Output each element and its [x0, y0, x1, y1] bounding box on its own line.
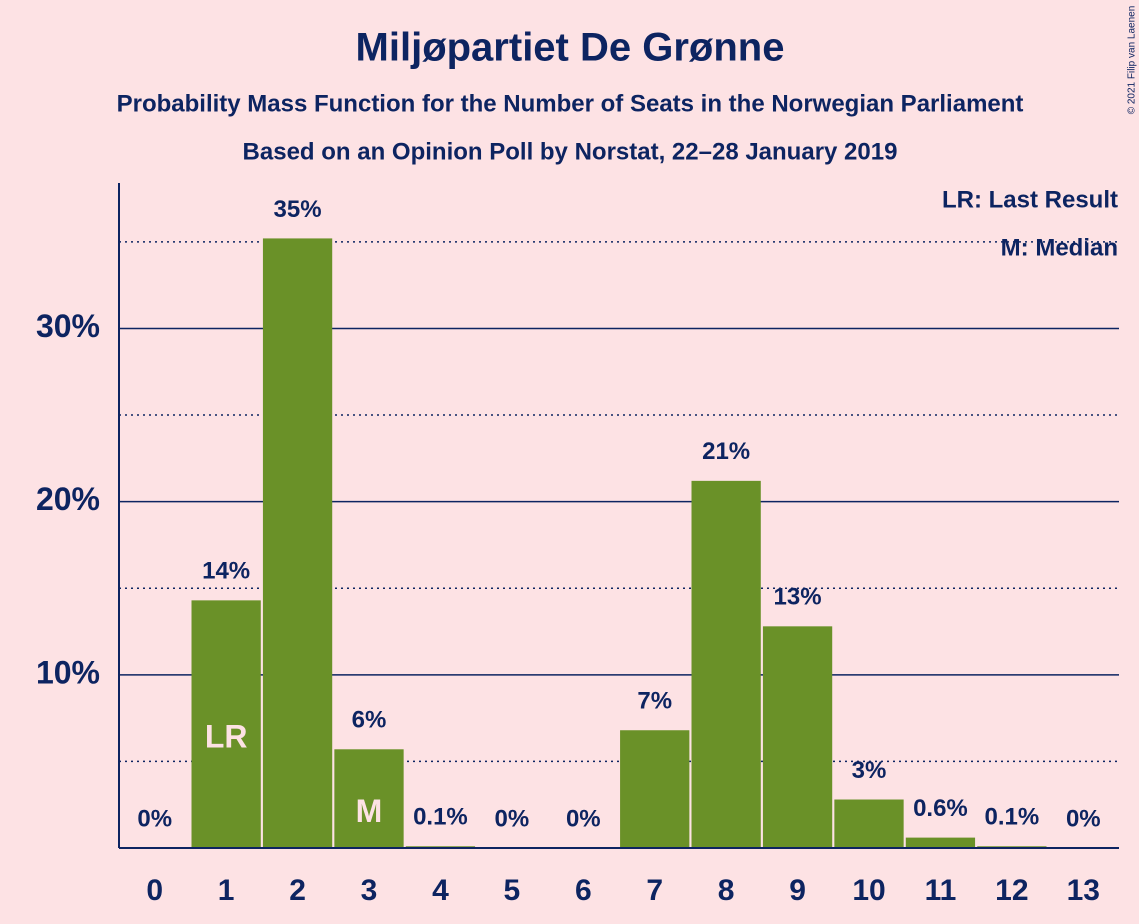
x-tick-label: 1 — [218, 874, 235, 907]
value-label: 0.1% — [413, 804, 468, 831]
y-tick-label: 30% — [36, 308, 100, 344]
chart-subtitle: Based on an Opinion Poll by Norstat, 22–… — [243, 138, 898, 165]
bar — [191, 600, 261, 848]
x-tick-label: 10 — [852, 874, 885, 907]
value-label: 3% — [852, 757, 887, 784]
x-tick-label: 5 — [504, 874, 521, 907]
value-label: 0% — [495, 805, 530, 832]
value-label: 13% — [774, 584, 822, 611]
bar — [834, 799, 904, 848]
bar-marker-label: LR — [205, 719, 248, 755]
value-label: 6% — [352, 707, 387, 734]
legend-entry: M: Median — [1001, 234, 1118, 261]
x-tick-label: 12 — [995, 874, 1028, 907]
x-tick-label: 3 — [361, 874, 378, 907]
bar-marker-label: M — [356, 793, 383, 829]
x-tick-label: 6 — [575, 874, 592, 907]
chart-subtitle: Probability Mass Function for the Number… — [117, 90, 1024, 117]
value-label: 21% — [702, 438, 750, 465]
x-tick-label: 13 — [1067, 874, 1100, 907]
x-tick-label: 0 — [146, 874, 163, 907]
bar — [905, 837, 976, 848]
value-label: 0% — [1066, 805, 1101, 832]
y-tick-label: 10% — [36, 654, 100, 690]
bar — [691, 480, 761, 848]
x-tick-label: 9 — [789, 874, 806, 907]
x-tick-label: 2 — [289, 874, 306, 907]
value-label: 14% — [202, 558, 250, 585]
value-label: 0.6% — [913, 795, 968, 822]
bar — [334, 749, 404, 848]
value-label: 35% — [274, 196, 322, 223]
value-label: 0.1% — [985, 804, 1040, 831]
value-label: 7% — [637, 688, 672, 715]
bar — [620, 730, 690, 848]
x-tick-label: 7 — [646, 874, 663, 907]
value-label: 0% — [137, 805, 172, 832]
legend-entry: LR: Last Result — [942, 186, 1118, 213]
x-tick-label: 4 — [432, 874, 449, 907]
copyright: © 2021 Filip van Laenen — [1127, 6, 1138, 115]
x-tick-label: 11 — [925, 874, 957, 907]
bar — [262, 238, 333, 848]
x-tick-label: 8 — [718, 874, 735, 907]
chart-title: Miljøpartiet De Grønne — [356, 26, 785, 70]
value-label: 0% — [566, 805, 601, 832]
bar — [762, 626, 833, 848]
y-tick-label: 20% — [36, 481, 100, 517]
